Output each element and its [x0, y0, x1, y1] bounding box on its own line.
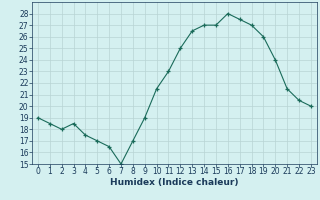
X-axis label: Humidex (Indice chaleur): Humidex (Indice chaleur) [110, 178, 239, 187]
